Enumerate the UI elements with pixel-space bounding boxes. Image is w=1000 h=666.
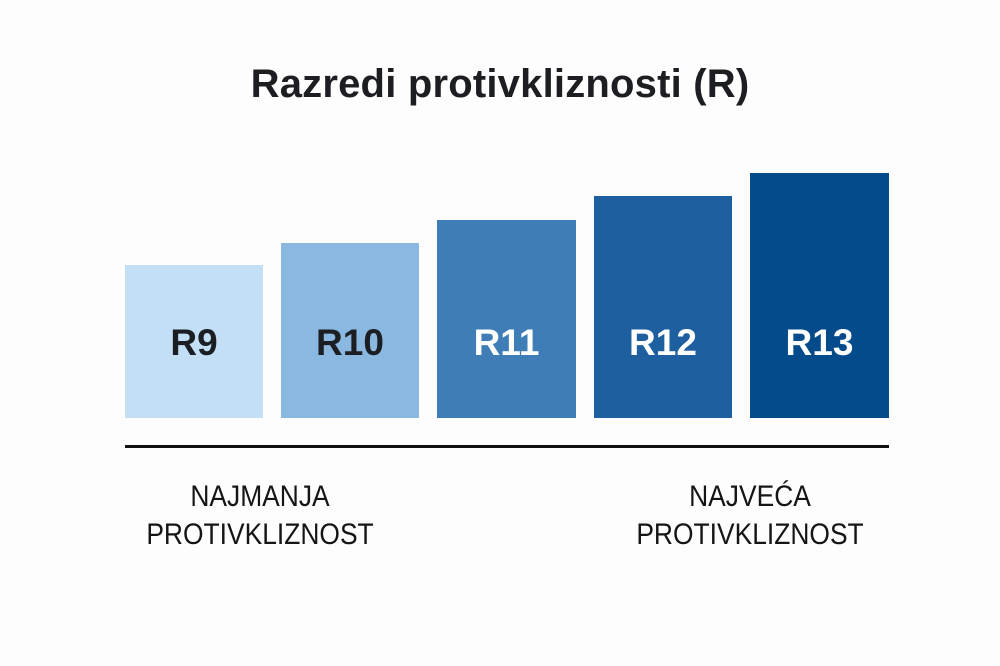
bar-label: R13 [785, 322, 854, 363]
caption-most-line1: NAJVEĆA [689, 480, 811, 513]
caption-least-line1: NAJMANJA [190, 480, 330, 513]
caption-most-line2: PROTIVKLIZNOST [636, 518, 864, 551]
caption-least-line2: PROTIVKLIZNOST [146, 518, 374, 551]
bar-label: R10 [316, 322, 384, 363]
bar-label: R11 [473, 322, 540, 363]
bar-label: R12 [629, 322, 697, 363]
caption-most: NAJVEĆA PROTIVKLIZNOST [618, 478, 882, 554]
caption-least: NAJMANJA PROTIVKLIZNOST [128, 478, 392, 554]
bar-r10: R10 [281, 243, 419, 418]
bar-label: R9 [170, 322, 218, 363]
bar-r9: R9 [125, 265, 263, 418]
baseline-axis [125, 445, 889, 448]
bar-r13: R13 [750, 173, 889, 418]
chart-title: Razredi protivkliznosti (R) [250, 62, 750, 106]
bar-r11: R11 [437, 220, 576, 418]
bar-r12: R12 [594, 196, 732, 418]
